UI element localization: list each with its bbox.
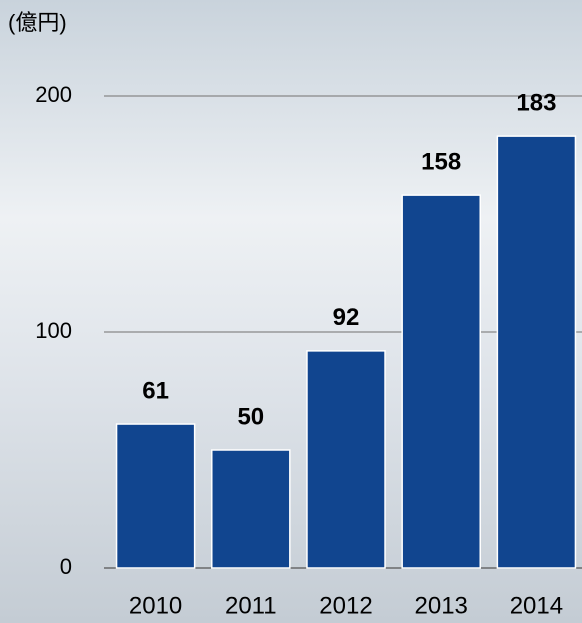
y-tick-label: 0 xyxy=(60,554,72,579)
bar xyxy=(306,350,386,569)
data-label: 92 xyxy=(333,304,360,331)
data-label: 158 xyxy=(421,148,461,175)
bar xyxy=(115,423,196,569)
x-tick-label: 2014 xyxy=(510,592,563,619)
data-label: 61 xyxy=(142,377,169,404)
unit-label: (億円) xyxy=(8,10,67,35)
bar xyxy=(211,449,291,569)
x-tick-label: 2011 xyxy=(225,592,277,619)
data-label: 50 xyxy=(237,403,264,430)
x-tick-label: 2013 xyxy=(415,592,468,619)
x-tick-label: 2012 xyxy=(319,592,372,619)
x-tick-label: 2010 xyxy=(129,592,182,619)
bar xyxy=(496,135,577,569)
y-tick-label: 200 xyxy=(35,82,72,107)
bar xyxy=(401,194,481,569)
data-label: 183 xyxy=(516,89,556,116)
y-tick-label: 100 xyxy=(35,318,72,343)
